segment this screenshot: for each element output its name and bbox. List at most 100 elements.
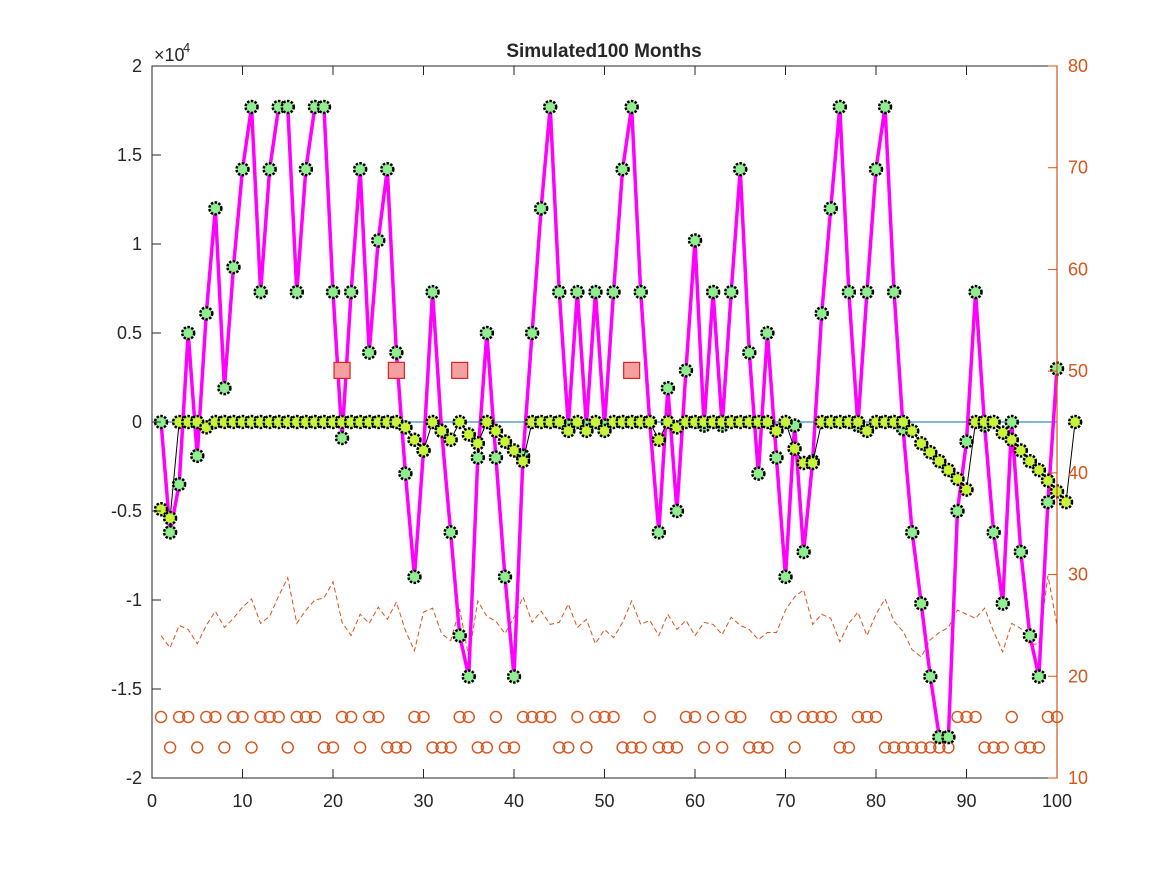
y-left-tick-label: -1 [126,590,142,610]
orange-circle-point [435,741,448,754]
x-tick-label: 50 [594,791,614,811]
yellow-marker [1031,462,1047,478]
yellow-marker [778,414,793,430]
orange-circle-point [960,710,973,724]
green-marker [199,306,214,321]
orange-circle-point [815,710,828,724]
yellow-marker [950,471,965,487]
orange-circle-point [163,741,177,754]
red-square-series [333,361,641,379]
yellow-marker [1067,414,1083,430]
green-marker [570,284,585,300]
yellow-marker [651,432,667,448]
yellow-marker [488,423,504,439]
green-marker [190,448,205,464]
orange-circle-point [906,741,919,754]
yellow-marker [552,414,567,430]
y-right-tick-label: 50 [1068,361,1088,381]
x-tick-label: 20 [323,791,343,811]
orange-circle-point [607,710,620,724]
green-marker [678,363,694,378]
yellow-marker [398,420,413,435]
y-left-tick-label: -1.5 [111,679,142,699]
green-marker [352,161,368,177]
orange-circle-point [616,741,629,754]
green-marker [289,284,305,300]
chart-title: Simulated100 Months [506,41,701,62]
x-tick-label: 30 [413,791,433,811]
y-left-tick-label: 0.5 [117,323,142,343]
green-marker [153,414,169,430]
green-marker [162,525,178,540]
orange-circle-point [562,741,575,754]
yellow-marker [434,423,449,439]
orange-circle-point [372,710,385,724]
orange-circle-point [661,741,675,754]
orange-circle-point [688,710,702,724]
orange-circle-point [344,710,358,724]
orange-circle-point [317,741,331,754]
green-marker [217,380,232,396]
orange-circle-point [878,741,892,754]
orange-circle-point [797,710,810,724]
x-tick-label: 0 [147,791,157,811]
green-marker [1013,544,1029,560]
orange-circle-point [272,710,285,724]
tick-labels: 0 10 20 30 40 50 60 70 80 90 100 -2 -1.5 -1 -0.5 0 0.5 1 1… [111,56,1088,811]
orange-circle-point [353,741,367,754]
yellow-marker [850,414,866,430]
green-marker [325,284,341,300]
orange-circle-point [534,710,548,724]
red-square-point [623,361,641,379]
yellow-marker [805,455,820,471]
green-marker [669,503,685,519]
orange-circle-point [1005,710,1018,724]
x-tick-label: 70 [775,791,795,811]
y-right-tick-label: 30 [1068,565,1088,585]
yellow-marker [407,432,422,448]
green-marker [968,284,983,300]
orange-circle-point [154,710,168,724]
orange-circle-point [896,741,910,754]
green-marker [298,161,314,177]
orange-circle-point [869,710,883,724]
red-square-point [333,361,351,379]
red-square-point [451,361,469,379]
green-marker [316,99,332,115]
y-left-tick-label: 1 [132,234,142,254]
orange-circle-point [381,741,394,754]
orange-circle-point [471,741,484,754]
yellow-marker [769,423,784,439]
green-marker [995,596,1010,611]
yellow-marker [579,423,594,439]
orange-circle-point [462,710,475,724]
green-marker [371,233,386,248]
green-marker [877,99,893,115]
green-marker [524,325,540,341]
orange-circle-point [571,710,584,724]
green-marker [425,284,440,300]
green-marker [615,161,630,177]
yellow-marker [1013,443,1029,458]
green-marker [407,569,422,585]
orange-circle-point [996,741,1009,754]
yellow-marker [859,423,875,439]
green-marker [814,306,829,321]
yellow-marker [561,423,576,439]
orange-circle-point [679,710,693,724]
orange-circle-point [887,741,901,754]
y-left-tick-label: 1.5 [117,145,142,165]
green-marker [687,233,703,248]
green-marker [226,259,241,275]
orange-circle-point [209,710,222,724]
yellow-marker [515,453,531,469]
orange-circle-point [1023,741,1037,754]
green-marker [751,466,766,481]
green-marker [244,99,259,115]
yellow-marker [153,501,169,517]
orange-circle-point [734,710,747,724]
green-marker [398,466,413,481]
orange-circle-point [544,710,557,724]
magenta-line [159,105,1059,739]
orange-circle-point [806,710,819,724]
